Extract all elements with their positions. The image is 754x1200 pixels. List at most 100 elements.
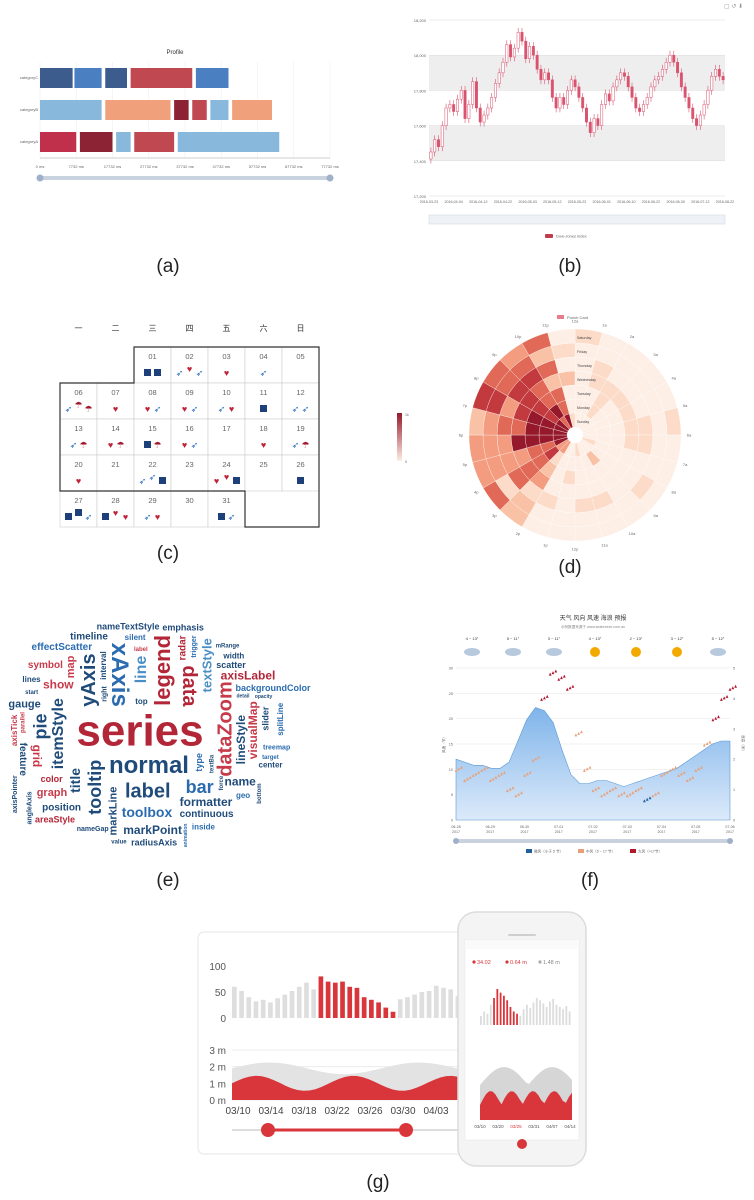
candle-body [456, 98, 459, 112]
gantt-bar [40, 68, 73, 88]
rocket-icon: ➶ [191, 440, 199, 450]
phone-x-tick: 03/25 [510, 1124, 522, 1129]
punch-cell [551, 342, 576, 360]
hour-label: 10p [515, 334, 522, 339]
hour-label: 11p [542, 322, 549, 327]
wind-arrow [466, 777, 469, 781]
y-tick-label-left: 0 [451, 819, 453, 823]
wind-arrow [511, 786, 515, 790]
phone-x-tick: 03/10 [474, 1124, 486, 1129]
umbrella-icon: ☂ [116, 440, 124, 450]
wind-arrow [574, 733, 578, 737]
candle-body [562, 97, 566, 105]
candle-body [535, 54, 539, 70]
word: textStyle [199, 638, 214, 692]
phone-x-tick: 03/20 [492, 1124, 504, 1129]
rocket-icon: ➶ [139, 476, 147, 486]
y-tick-label: 17,600 [414, 124, 427, 129]
hour-label: 9p [492, 352, 497, 357]
wind-arrow [568, 686, 572, 690]
wind-arrow [691, 775, 695, 779]
day-cell [281, 346, 320, 384]
word: target [262, 755, 279, 761]
gantt-bar [74, 68, 102, 88]
candle-body [641, 104, 645, 112]
gantt-bar [195, 68, 229, 88]
phone-bar [529, 1007, 532, 1025]
phone-status-bar [465, 940, 579, 949]
phone-bar [539, 1000, 541, 1025]
wind-arrow [625, 794, 629, 798]
phone-legend-label: 1.48 m [543, 960, 560, 966]
y-tick-top: 50 [215, 988, 227, 999]
y-axis-title-right: 浪高（米） [741, 735, 746, 753]
phone-menu-button [517, 1139, 527, 1149]
day-number: 30 [185, 496, 193, 505]
word: axisPointer [12, 775, 19, 813]
wind-arrow [562, 674, 566, 678]
gantt-bar [177, 132, 280, 152]
word: angleAxis [26, 791, 33, 824]
y-tick-label-left: 30 [449, 667, 453, 671]
calendar-chart-svg: 一二三四五六日01 02➶ ♥ ➶03♥04➶0506➶ ☂ ☂07♥08♥ ➶09♥ ➶10… [59, 323, 320, 528]
y-tick-label: 17,800 [414, 88, 427, 93]
phone-bar [532, 1002, 535, 1025]
candle-body [501, 61, 505, 74]
caption-f: (f) [581, 870, 599, 891]
y-tick-top: 0 [220, 1014, 226, 1025]
word: gauge [8, 698, 40, 710]
chart-c-calendar: 一二三四五六日 01 02 ➶ ♥ ➶ 03 ♥ 04 ➶ 05 06 ➶ ☂ ☂ 07 ♥ 08 ♥ ➶ 09 ♥ ➶ 10… [40, 315, 330, 540]
phone-bar [489, 1004, 492, 1025]
wind-arrow [708, 740, 712, 744]
x-tick-label: 7732 ms [69, 164, 84, 169]
day-number: 06 [74, 388, 82, 397]
bar [304, 982, 309, 1018]
candle-body [440, 125, 444, 147]
candle-body [486, 107, 490, 116]
bar [376, 1002, 381, 1018]
day-number: 20 [74, 460, 82, 469]
heart-icon: ♥ [108, 440, 113, 450]
word: itemStyle [50, 698, 67, 769]
day-cell [170, 346, 209, 384]
candle-body [611, 86, 615, 102]
word: title [67, 768, 83, 793]
word: axisTick [10, 714, 19, 746]
heart-icon: ♥ [113, 508, 118, 518]
candle-body [539, 69, 543, 81]
umbrella-icon: ☂ [79, 440, 87, 450]
wind-arrow [657, 791, 660, 795]
x-tick-label: 37732 ms [176, 164, 194, 169]
rocket-icon: ➶ [260, 368, 268, 378]
phone-bar [555, 1004, 558, 1025]
gantt-bar [40, 100, 102, 120]
word: inside [192, 822, 216, 831]
datazoom-slider [428, 214, 726, 225]
day-number: 23 [185, 460, 193, 469]
word: label [134, 647, 148, 653]
day-number: 05 [296, 352, 304, 361]
wind-arrow [682, 770, 686, 774]
phone-speaker [508, 934, 536, 936]
word: formatter [180, 795, 233, 809]
wind-arrow [645, 797, 649, 801]
y-tick-bottom: 1 m [209, 1079, 226, 1090]
rocket-icon: ➶ [85, 512, 93, 522]
x-tick-year: 2017 [589, 830, 597, 834]
wind-arrow [571, 684, 575, 688]
y-tick-label-right: 3 [733, 727, 735, 731]
heart-icon: ♥ [155, 512, 160, 522]
gantt-bar [105, 100, 171, 120]
phone-wave-red [480, 1091, 572, 1120]
wind-arrow [463, 779, 466, 782]
day-cell [170, 418, 209, 456]
x-tick-label: 77732 ms [321, 164, 339, 169]
bar [282, 994, 288, 1018]
weekday-label: 三 [149, 324, 157, 333]
candle-body [657, 76, 661, 81]
word: normal [109, 752, 189, 779]
wind-arrow [483, 767, 486, 771]
hour-label: 12a [572, 319, 579, 324]
word: map [65, 655, 77, 678]
x-tick-label: 03/14 [258, 1106, 283, 1117]
